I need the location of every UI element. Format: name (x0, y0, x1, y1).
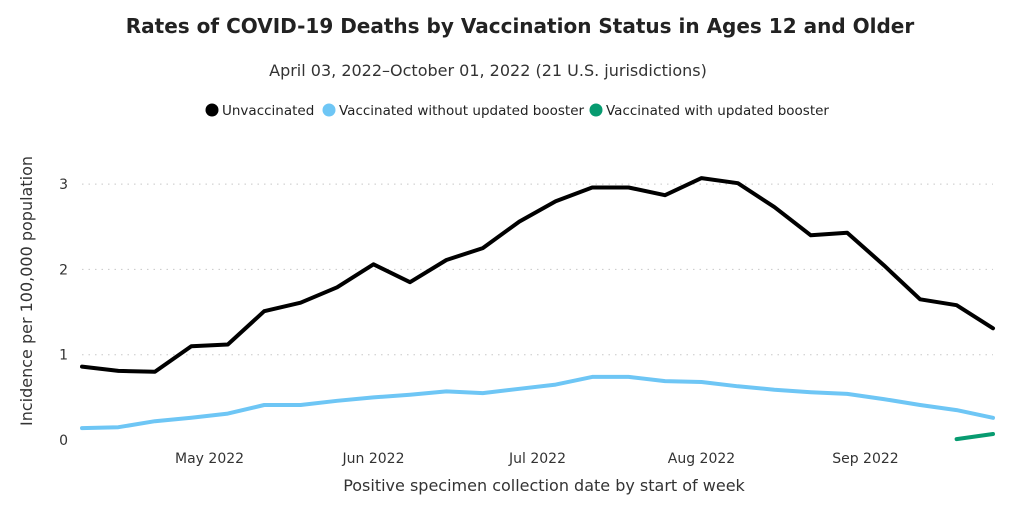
legend-label: Unvaccinated (222, 103, 314, 119)
series-lines (80, 176, 995, 442)
y-tick-label: 3 (59, 177, 68, 193)
y-axis-label: Incidence per 100,000 population (17, 156, 36, 426)
x-axis-label: Positive specimen collection date by sta… (343, 476, 745, 495)
y-tick-label: 0 (59, 433, 68, 449)
legend-label: Vaccinated without updated booster (339, 103, 585, 119)
x-tick-label: Aug 2022 (668, 451, 735, 467)
series-line-1 (80, 176, 995, 374)
series-line-3 (954, 432, 995, 442)
x-axis-ticks: May 2022 Jun 2022 Jul 2022 Aug 2022 Sep 2022 (175, 451, 899, 467)
x-tick-label: Jun 2022 (342, 451, 405, 467)
series-line-2 (80, 374, 995, 431)
chart-subtitle: April 03, 2022–October 01, 2022 (21 U.S.… (269, 61, 707, 80)
y-tick-label: 2 (59, 262, 68, 278)
legend-marker (322, 103, 336, 117)
y-tick-label: 1 (59, 348, 68, 364)
y-axis-ticks: 0 1 2 3 (59, 177, 68, 449)
x-tick-label: Sep 2022 (832, 451, 898, 467)
x-tick-label: Jul 2022 (508, 451, 566, 467)
chart-title: Rates of COVID-19 Deaths by Vaccination … (126, 14, 915, 38)
legend-label: Vaccinated with updated booster (606, 103, 829, 119)
gridlines (82, 183, 993, 356)
legend-marker (205, 103, 219, 117)
legend: Unvaccinated Vaccinated without updated b… (205, 103, 829, 119)
x-tick-label: May 2022 (175, 451, 244, 467)
legend-marker (589, 103, 603, 117)
